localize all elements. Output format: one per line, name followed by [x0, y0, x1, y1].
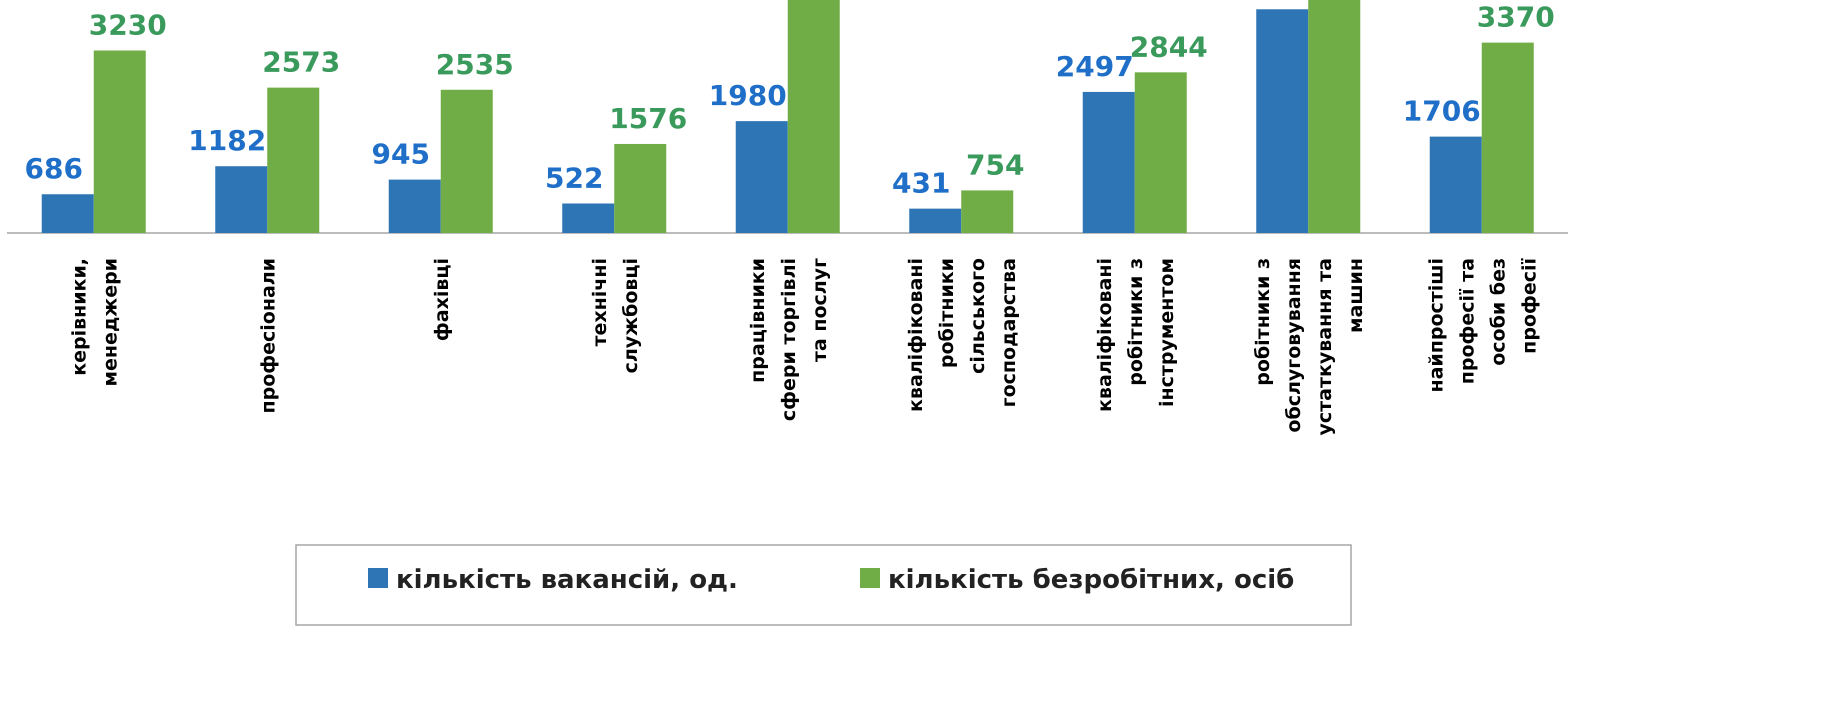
legend-label: кількість безробітних, осіб — [888, 565, 1294, 595]
value-label: 686 — [25, 152, 83, 185]
bar — [1429, 136, 1482, 233]
legend-marker — [368, 568, 388, 588]
bar — [1256, 9, 1309, 233]
bar — [614, 143, 667, 233]
bar — [1134, 72, 1187, 233]
x-tick-label: робітники з — [1252, 258, 1274, 386]
value-label: 431 — [892, 167, 950, 200]
legend-box — [295, 544, 1352, 626]
x-tick-label: кваліфіковані — [905, 258, 927, 412]
x-tick-label: господарства — [998, 258, 1020, 407]
x-tick-label: сільського — [967, 258, 989, 374]
legend-label: кількість вакансій, од. — [396, 565, 738, 595]
bar — [267, 87, 320, 233]
x-tick-label: фахівці — [431, 258, 453, 341]
x-tick-label: та послуг — [809, 258, 831, 362]
value-label: 1576 — [609, 102, 687, 135]
x-tick-label: професії та — [1456, 258, 1478, 384]
bar — [961, 190, 1014, 233]
bar — [388, 179, 441, 233]
value-label: 3230 — [89, 9, 167, 42]
x-tick-label: устаткування та — [1314, 258, 1336, 436]
value-label: 3370 — [1477, 1, 1555, 34]
bar — [562, 203, 615, 233]
x-tick-label: службовці — [620, 258, 642, 373]
x-tick-label: керівники, — [68, 258, 90, 376]
x-tick-label: професіонали — [257, 258, 279, 414]
x-tick-label: робітники з — [1125, 258, 1147, 386]
x-tick-label: машин — [1345, 258, 1367, 333]
value-label: 2573 — [262, 46, 340, 79]
value-label: 945 — [372, 138, 430, 171]
bar — [1308, 0, 1361, 234]
value-label: 522 — [545, 162, 603, 195]
bar — [909, 208, 962, 233]
bar — [440, 89, 493, 234]
bar — [93, 50, 146, 233]
value-label: 2497 — [1056, 50, 1134, 83]
value-label: 754 — [966, 148, 1024, 181]
bar — [1082, 91, 1135, 234]
x-tick-label: працівники — [747, 258, 769, 383]
bar — [735, 121, 788, 233]
value-label: 1182 — [188, 124, 266, 157]
x-tick-label: сфери торгівлі — [778, 258, 800, 421]
x-tick-label: інструментом — [1156, 258, 1178, 407]
x-tick-label: обслуговування — [1283, 258, 1305, 433]
x-tick-label: кваліфіковані — [1094, 258, 1116, 412]
bar — [215, 166, 268, 233]
x-tick-label: найпростіші — [1425, 258, 1447, 393]
value-label: 1980 — [709, 79, 787, 112]
x-tick-label: особи без — [1487, 258, 1509, 366]
bar — [1481, 42, 1534, 234]
x-tick-label: менеджери — [99, 258, 121, 386]
legend-marker — [860, 568, 880, 588]
bar — [41, 194, 94, 233]
x-tick-label: робітники — [936, 258, 958, 368]
value-label: 2535 — [436, 48, 514, 81]
x-tick-label: професії — [1518, 258, 1540, 354]
bar — [787, 0, 840, 233]
value-label: 1706 — [1403, 95, 1481, 128]
x-tick-label: технічні — [589, 258, 611, 346]
value-label: 2844 — [1130, 30, 1208, 63]
